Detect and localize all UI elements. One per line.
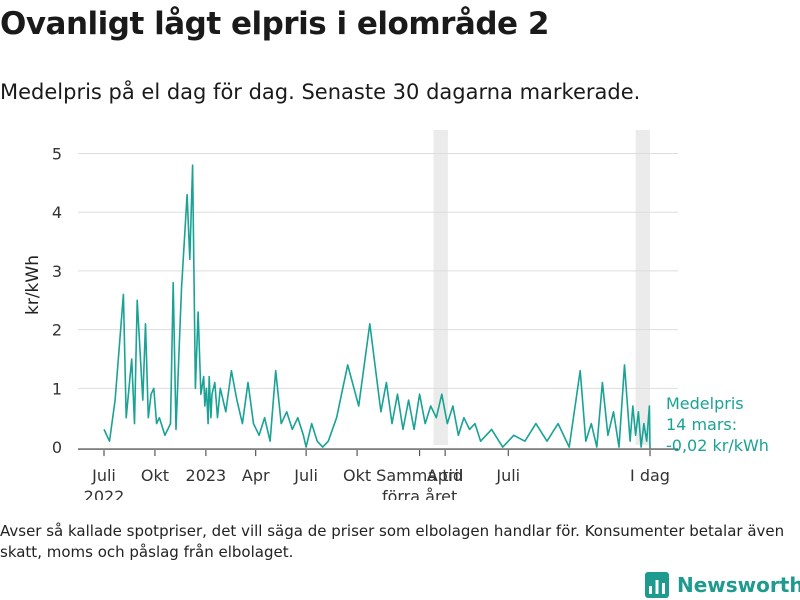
x-tick-label-7-0: April <box>427 466 464 485</box>
price-series-line <box>103 164 651 449</box>
x-tick-label-4-0: Juli <box>293 466 318 485</box>
chart-svg: 0 1 2 3 4 5 kr/kWh Juli 2022 Okt 2023 Apr Juli Okt S… <box>23 130 769 506</box>
y-tick-0: 0 <box>52 438 62 457</box>
price-chart: 0 1 2 3 4 5 kr/kWh Juli 2022 Okt 2023 Apr Juli Okt S… <box>0 120 800 506</box>
x-tick-label-5-0: Okt <box>343 466 371 485</box>
newsworthy-logo[interactable]: Newsworthy <box>645 570 800 600</box>
highlight-band-1 <box>635 130 650 445</box>
x-tick-label-1-0: Okt <box>141 466 169 485</box>
footnote: Avser så kallade spotpriser, det vill sä… <box>0 522 785 561</box>
y-tick-labels: 0 1 2 3 4 5 <box>52 144 62 457</box>
annotation-line-0: Medelpris <box>666 394 744 413</box>
x-tick-label-2-0: 2023 <box>186 466 227 485</box>
x-tick-label-8-0: Juli <box>495 466 520 485</box>
y-axis-label: kr/kWh <box>23 255 43 315</box>
x-tick-label-0-1: 2022 <box>84 487 125 500</box>
brand-name: Newsworthy <box>677 573 800 597</box>
latest-price-annotation: Medelpris 14 mars: -0,02 kr/kWh <box>666 394 769 455</box>
annotation-line-1: 14 mars: <box>666 415 737 434</box>
annotation-line-2: -0,02 kr/kWh <box>666 436 769 455</box>
x-tick-label-9-0: I dag <box>630 466 670 485</box>
y-tick-2: 2 <box>52 321 62 340</box>
x-tick-label-0-0: Juli <box>91 466 116 485</box>
highlight-bands <box>433 130 650 445</box>
highlight-band-0 <box>433 130 448 445</box>
y-tick-5: 5 <box>52 144 62 163</box>
x-tick-label-3-0: Apr <box>242 466 270 485</box>
x-tick-label-6-1: förra året <box>382 487 457 500</box>
y-tick-1: 1 <box>52 379 62 398</box>
x-tick-labels: Juli 2022 Okt 2023 Apr Juli Okt Samma tid förra … <box>84 450 670 506</box>
page-title: Ovanligt lågt elpris i elområde 2 <box>0 6 549 42</box>
newsworthy-chart-icon <box>645 572 669 598</box>
page-subtitle: Medelpris på el dag för dag. Senaste 30 … <box>0 80 641 104</box>
gridlines <box>78 152 678 389</box>
x-tick-label-6-0: Samma tid <box>376 466 463 485</box>
y-tick-4: 4 <box>52 203 62 222</box>
y-tick-3: 3 <box>52 262 62 281</box>
